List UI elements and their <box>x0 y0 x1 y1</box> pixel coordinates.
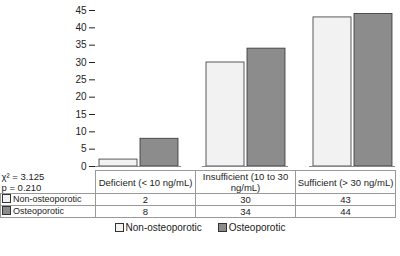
html-text:44: 44 <box>340 206 351 217</box>
html-text:34: 34 <box>240 206 251 217</box>
html-text:8: 8 <box>142 206 149 217</box>
html-text:Deficient (< 10 ng/mL): Deficient (< 10 ng/mL) <box>98 176 193 188</box>
html-text:Non-osteoporotic: Non-osteoporotic <box>13 194 82 204</box>
svg-text:0: 0 <box>81 161 87 170</box>
svg-text:20: 20 <box>75 91 87 102</box>
html-text:Non-osteoporotic: Non-osteoporotic <box>125 222 202 233</box>
svg-text:30: 30 <box>75 57 87 68</box>
html-text:Insufficient (10 to 30 ng/mL): Insufficient (10 to 30 ng/mL) <box>202 171 289 193</box>
html-text:p = 0.210: p = 0.210 <box>1 181 42 193</box>
html-text:30: 30 <box>240 194 251 205</box>
html-text:Osteoporotic: Osteoporotic <box>228 222 286 233</box>
html-text:Osteoporotic: Osteoporotic <box>13 206 64 216</box>
svg-text:15: 15 <box>75 109 87 120</box>
html-text:χ² = 3.125: χ² = 3.125 <box>1 170 45 182</box>
svg-text:10: 10 <box>75 126 87 137</box>
svg-text:35: 35 <box>75 39 87 50</box>
html-text:43: 43 <box>340 194 351 205</box>
svg-text:5: 5 <box>81 143 87 154</box>
svg-text:40: 40 <box>75 22 87 33</box>
html-text:Sufficient (> 30 ng/mL): Sufficient (> 30 ng/mL) <box>297 176 394 188</box>
html-text:2: 2 <box>142 194 149 205</box>
svg-text:45: 45 <box>75 5 87 16</box>
svg-text:25: 25 <box>75 74 87 85</box>
